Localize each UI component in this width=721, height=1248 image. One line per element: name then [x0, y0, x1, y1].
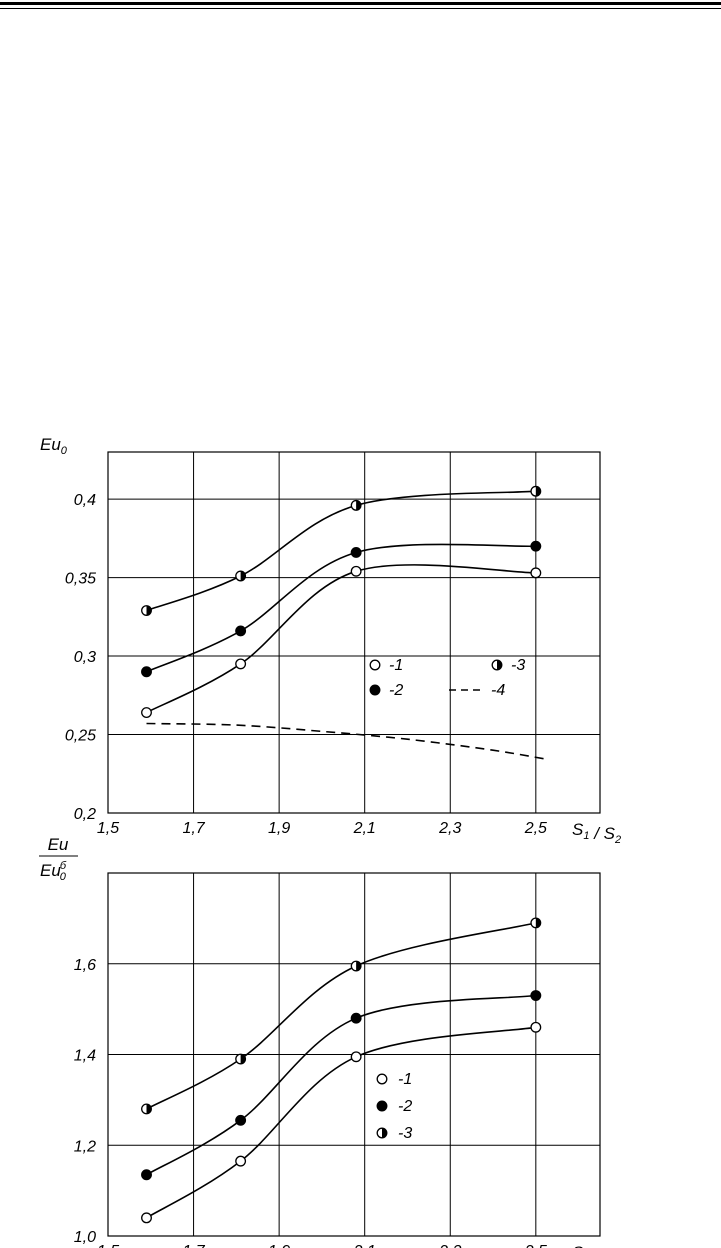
- data-point: [141, 1103, 152, 1115]
- data-point: [235, 1053, 247, 1065]
- legend-marker: [376, 1100, 388, 1112]
- legend-marker: [491, 659, 503, 671]
- series-line: [146, 1026, 536, 1219]
- data-point: [530, 540, 542, 552]
- data-point: [530, 917, 542, 929]
- series-3: [141, 485, 542, 616]
- series-2: [141, 540, 542, 678]
- data-point: [141, 1212, 152, 1224]
- series-line: [146, 994, 536, 1176]
- series-1: [141, 564, 542, 718]
- data-point: [350, 547, 362, 558]
- grid: [108, 452, 600, 813]
- legend-marker: [376, 1127, 388, 1139]
- data-point: [350, 499, 362, 511]
- y-tick-label: 0,3: [74, 649, 96, 666]
- y-tick-label: 1,4: [74, 1048, 96, 1065]
- legend-marker: [369, 659, 381, 671]
- x-tick-label: 2,1: [353, 820, 376, 837]
- data-point: [235, 1155, 247, 1167]
- legend: -1 -2 -3: [376, 1071, 412, 1142]
- legend-label: -3: [398, 1125, 412, 1142]
- data-point: [530, 1021, 542, 1033]
- x-tick-label: 2,5: [524, 1243, 547, 1248]
- data-point: [350, 960, 362, 972]
- svg-text:Eu: Eu: [48, 835, 69, 854]
- x-tick-label: 1,7: [182, 820, 205, 837]
- y-tick-label: 0,2: [74, 806, 96, 823]
- data-point: [141, 1169, 152, 1181]
- series-line: [146, 722, 549, 761]
- x-tick-label: 1,9: [268, 820, 290, 837]
- series-line: [146, 564, 536, 714]
- y-tick-label: 1,0: [74, 1229, 96, 1246]
- series-line: [146, 490, 536, 612]
- y-tick-label: 1,2: [74, 1138, 96, 1155]
- data-point: [350, 1051, 362, 1063]
- legend-label: -1: [389, 657, 403, 674]
- x-tick-label: 1,9: [268, 1243, 290, 1248]
- chart-2: 1,51,71,92,12,32,51,01,21,41,6S1 / S2EuE…: [39, 835, 621, 1248]
- data-point: [141, 605, 152, 616]
- legend-marker: [369, 684, 381, 696]
- legend-marker: [376, 1073, 388, 1085]
- data-point: [350, 565, 362, 577]
- x-tick-label: 1,7: [182, 1243, 205, 1248]
- chart-1: 1,5 1,7 1,9 2,1 2,3 2,5 0,2 0,25 0,3 0,35 0,4 S1 / …: [40, 435, 621, 846]
- x-tick-label: 1,5: [97, 1243, 119, 1248]
- x-tick-label: 2,3: [438, 820, 461, 837]
- x-tick-label: 2,5: [524, 820, 547, 837]
- data-point: [530, 990, 542, 1001]
- x-axis-label: S1 / S2: [572, 820, 621, 846]
- x-tick-label: 2,3: [438, 1243, 461, 1248]
- y-axis-label: Eu Eu0б: [39, 835, 78, 883]
- y-tick-label: 0,4: [74, 492, 96, 509]
- series-line: [146, 543, 536, 673]
- y-tick-label: 0,25: [65, 728, 96, 745]
- data-point: [530, 567, 542, 579]
- header-rule-thick: [0, 2, 721, 5]
- series-1: [141, 1021, 542, 1224]
- y-tick-label: 0,35: [65, 571, 96, 588]
- series-line: [146, 922, 536, 1110]
- svg-text:Eu0б: Eu0б: [40, 860, 67, 883]
- series-2: [141, 990, 542, 1181]
- plot-frame: [107, 872, 601, 1237]
- x-axis-label: S1 / S2: [572, 1243, 621, 1248]
- data-point: [235, 658, 247, 670]
- data-point: [141, 666, 152, 678]
- legend-label: -2: [398, 1098, 412, 1115]
- data-point: [235, 625, 247, 637]
- legend-label: -3: [511, 657, 525, 674]
- data-point: [141, 707, 152, 718]
- y-tick-label: 1,6: [74, 957, 96, 974]
- series-3: [141, 917, 542, 1115]
- x-tick-label: 2,1: [353, 1243, 376, 1248]
- series-4: [146, 722, 549, 761]
- x-tick-label: 1,5: [97, 820, 119, 837]
- legend: -1 -2 -3 -4: [369, 657, 525, 699]
- legend-label: -2: [389, 682, 403, 699]
- header-rule-thin: [0, 8, 721, 9]
- legend-label: -4: [491, 682, 505, 699]
- data-point: [530, 485, 542, 497]
- data-point: [350, 1012, 362, 1024]
- plot-frame: [107, 451, 601, 814]
- data-point: [235, 1114, 247, 1126]
- legend-label: -1: [398, 1071, 412, 1088]
- data-point: [235, 570, 247, 582]
- y-axis-label: Eu0: [40, 435, 68, 457]
